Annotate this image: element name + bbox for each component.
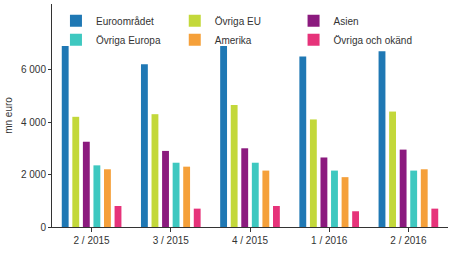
svg-text:1 / 2016: 1 / 2016 [311, 235, 348, 246]
svg-text:3 / 2015: 3 / 2015 [153, 235, 190, 246]
svg-text:6 000: 6 000 [21, 64, 46, 75]
svg-text:Amerika: Amerika [215, 35, 252, 46]
svg-text:2 000: 2 000 [21, 169, 46, 180]
svg-text:Asien: Asien [334, 16, 359, 27]
svg-text:0: 0 [40, 222, 46, 233]
svg-text:Euroområdet: Euroområdet [96, 16, 154, 27]
svg-text:mn euro: mn euro [3, 97, 14, 134]
svg-text:2 / 2015: 2 / 2015 [74, 235, 111, 246]
svg-text:4 / 2015: 4 / 2015 [232, 235, 269, 246]
svg-text:Övriga EU: Övriga EU [215, 16, 261, 27]
svg-text:4 000: 4 000 [21, 117, 46, 128]
svg-text:Övriga och okänd: Övriga och okänd [334, 35, 412, 46]
svg-text:Övriga Europa: Övriga Europa [96, 35, 161, 46]
svg-text:2 / 2016: 2 / 2016 [390, 235, 427, 246]
